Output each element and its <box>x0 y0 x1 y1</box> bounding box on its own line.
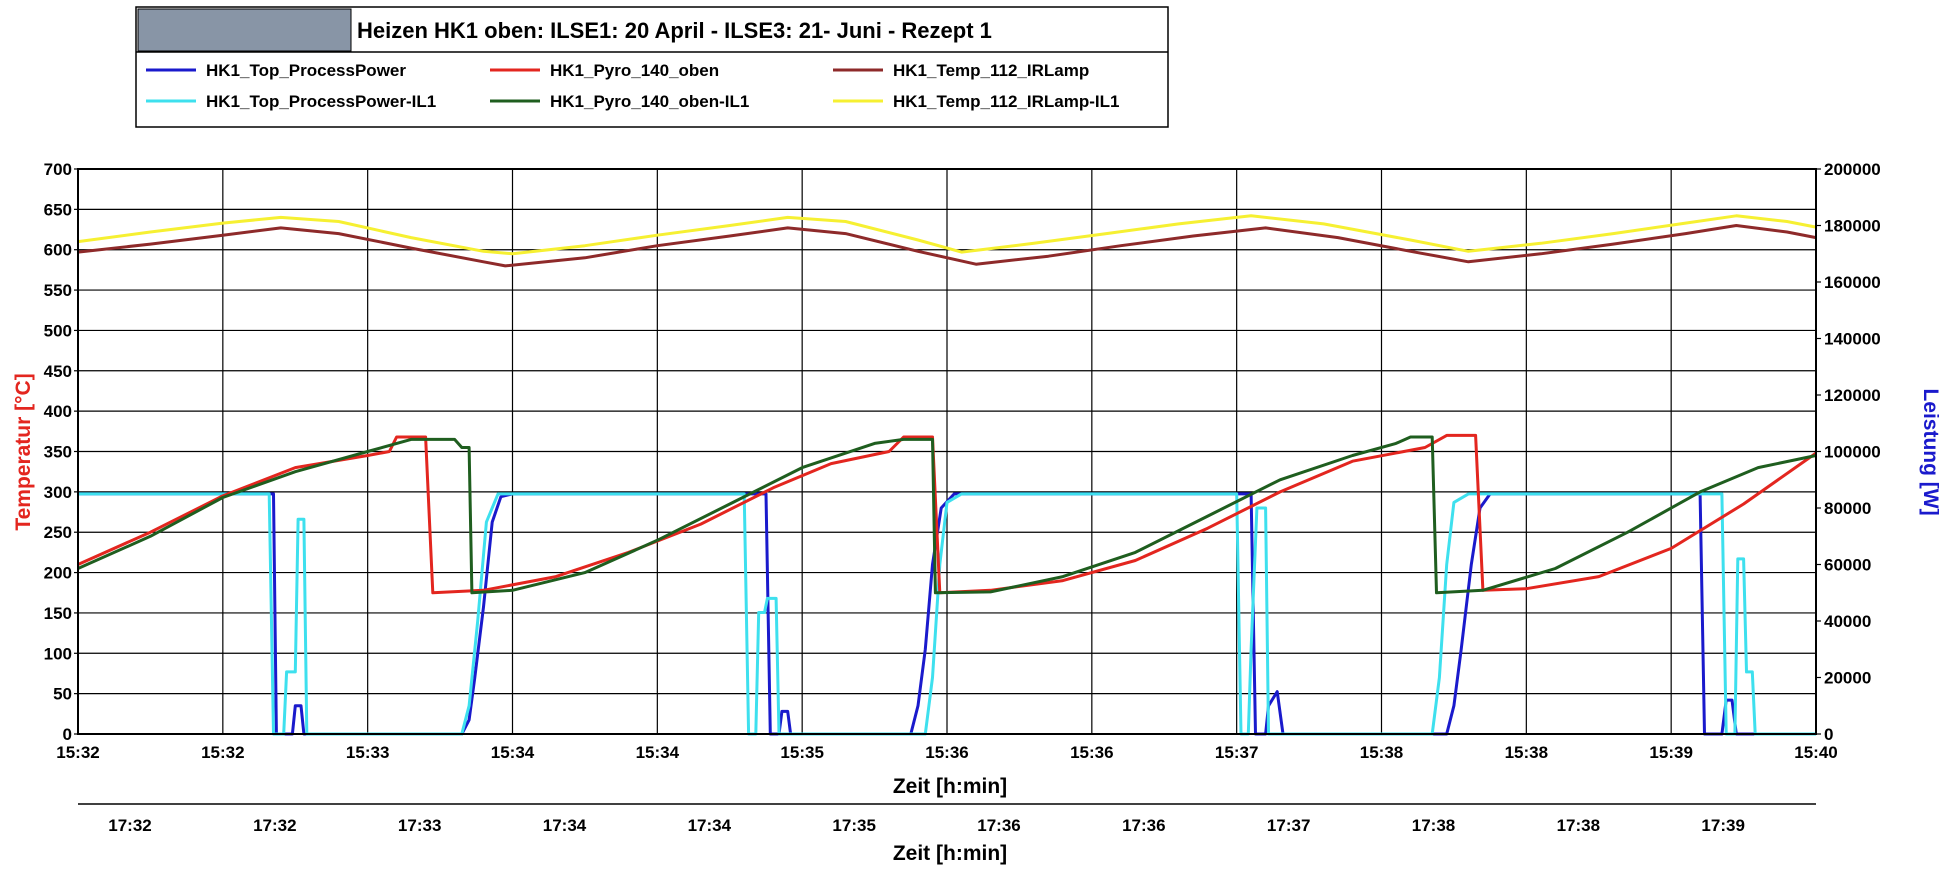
legend-box: Heizen HK1 oben: ILSE1: 20 April - ILSE3… <box>135 6 1169 128</box>
x-axis-secondary-ticks: 17:32 17:32 17:33 17:34 17:34 17:35 17:36 17:36… <box>108 816 1745 835</box>
series-line-hk1-temp-112-irlamp <box>77 224 1817 268</box>
x-secondary-tick-label: 17:34 <box>688 816 732 835</box>
y-left-tick-label: 200 <box>44 564 72 583</box>
y-left-tick-label: 650 <box>44 200 72 219</box>
x-tick-label: 15:32 <box>201 743 244 762</box>
legend-label: HK1_Pyro_140_oben-IL1 <box>550 92 749 111</box>
legend-label: HK1_Temp_112_IRLamp <box>893 61 1089 80</box>
y-right-tick-label: 40000 <box>1824 612 1871 631</box>
y-right-tick-label: 140000 <box>1824 330 1881 349</box>
x-tick-label: 15:34 <box>636 743 680 762</box>
series-line-hk1-pyro-140-oben-il1 <box>77 435 1817 595</box>
x-axis-secondary-label: Zeit [h:min] <box>893 842 1007 865</box>
legend-entries: HK1_Top_ProcessPower HK1_Top_ProcessPower… <box>146 61 1119 111</box>
y-right-tick-label: 100000 <box>1824 443 1881 462</box>
y-left-tick-label: 50 <box>53 685 72 704</box>
legend-label: HK1_Top_ProcessPower-IL1 <box>206 92 436 111</box>
x-tick-label: 15:34 <box>491 743 535 762</box>
y-right-tick-label: 0 <box>1824 725 1833 744</box>
y-left-tick-label: 450 <box>44 362 72 381</box>
x-tick-label: 15:37 <box>1215 743 1258 762</box>
x-secondary-tick-label: 17:36 <box>1122 816 1165 835</box>
y-axis-right-label: Leistung [W] <box>1919 388 1939 515</box>
y-left-tick-label: 400 <box>44 402 72 421</box>
x-tick-label: 15:36 <box>1070 743 1113 762</box>
x-tick-label: 15:33 <box>346 743 389 762</box>
y-left-tick-label: 600 <box>44 241 72 260</box>
legend-label: HK1_Pyro_140_oben <box>550 61 719 80</box>
x-axis-label: Zeit [h:min] <box>893 775 1007 798</box>
x-secondary-tick-label: 17:39 <box>1701 816 1744 835</box>
legend-header-swatch <box>137 8 352 52</box>
y-left-tick-label: 500 <box>44 321 72 340</box>
x-secondary-tick-label: 17:38 <box>1412 816 1455 835</box>
y-left-tick-label: 150 <box>44 604 72 623</box>
series-line-hk1-temp-112-irlamp-il1 <box>77 214 1817 256</box>
x-secondary-tick-label: 17:36 <box>977 816 1020 835</box>
y-right-tick-label: 20000 <box>1824 669 1871 688</box>
x-secondary-tick-label: 17:33 <box>398 816 441 835</box>
legend-label: HK1_Top_ProcessPower <box>206 61 406 80</box>
x-secondary-tick-label: 17:38 <box>1557 816 1600 835</box>
y-left-tick-label: 350 <box>44 443 72 462</box>
y-right-tick-label: 200000 <box>1824 160 1881 179</box>
x-tick-label: 15:39 <box>1649 743 1692 762</box>
y-left-tick-label: 700 <box>44 160 72 179</box>
x-secondary-tick-label: 17:35 <box>832 816 875 835</box>
y-left-tick-label: 550 <box>44 281 72 300</box>
x-tick-label: 15:38 <box>1505 743 1548 762</box>
y-left-tick-label: 100 <box>44 644 72 663</box>
y-axis-left-label: Temperatur [°C] <box>12 373 35 530</box>
legend-label: HK1_Temp_112_IRLamp-IL1 <box>893 92 1119 111</box>
x-tick-label: 15:38 <box>1360 743 1403 762</box>
y-right-tick-label: 80000 <box>1824 499 1871 518</box>
y-left-tick-label: 250 <box>44 523 72 542</box>
y-axis-right-ticks: 0 20000 40000 60000 80000 100000 120000 140000 1… <box>1816 160 1881 744</box>
y-left-tick-label: 300 <box>44 483 72 502</box>
plot-series <box>77 214 1817 736</box>
x-tick-label: 15:36 <box>925 743 968 762</box>
x-tick-label: 15:35 <box>780 743 823 762</box>
x-secondary-tick-label: 17:32 <box>253 816 296 835</box>
x-tick-label: 15:40 <box>1794 743 1837 762</box>
x-axis-ticks: 15:32 15:32 15:33 15:34 15:34 15:35 15:36 15:36… <box>56 743 1837 762</box>
x-secondary-tick-label: 17:34 <box>543 816 587 835</box>
y-right-tick-label: 160000 <box>1824 273 1881 292</box>
x-secondary-tick-label: 17:32 <box>108 816 151 835</box>
y-axis-left-ticks: 0 50 100 150 200 250 300 350 400 450 500 550 600 650 7… <box>44 160 78 744</box>
y-left-tick-label: 0 <box>63 725 72 744</box>
plot-grid <box>77 168 1817 735</box>
y-right-tick-label: 120000 <box>1824 386 1881 405</box>
y-right-tick-label: 180000 <box>1824 217 1881 236</box>
series-line-hk1-top-processpower-il1 <box>78 492 1816 736</box>
x-secondary-tick-label: 17:37 <box>1267 816 1310 835</box>
chart-title: Heizen HK1 oben: ILSE1: 20 April - ILSE3… <box>357 18 992 43</box>
y-right-tick-label: 60000 <box>1824 556 1871 575</box>
x-tick-label: 15:32 <box>56 743 99 762</box>
